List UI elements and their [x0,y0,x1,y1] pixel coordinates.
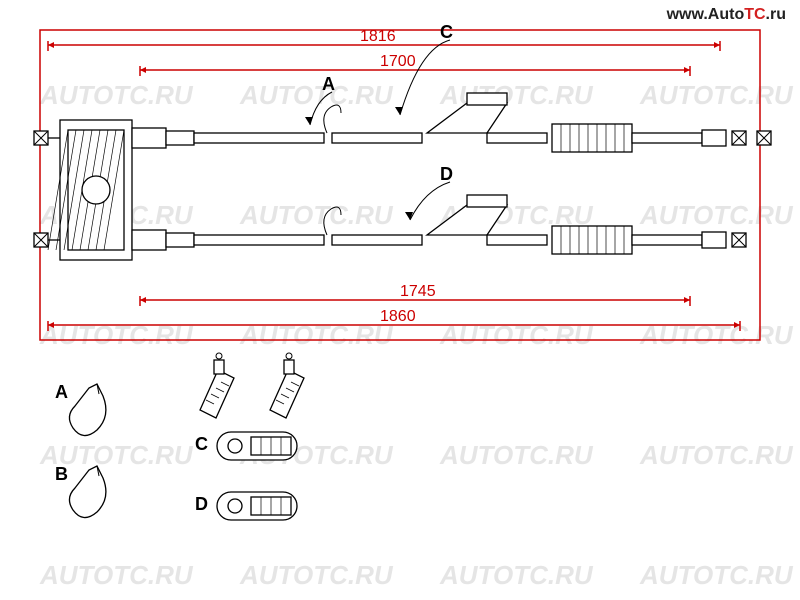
svg-text:1700: 1700 [380,53,416,70]
svg-text:C: C [195,434,208,454]
svg-text:A: A [322,74,335,94]
svg-text:B: B [55,464,68,484]
technical-drawing: 1816 1700 1745 1860 A C D A B C D [0,0,800,600]
svg-text:C: C [440,22,453,42]
svg-text:A: A [55,382,68,402]
svg-text:D: D [440,164,453,184]
svg-text:D: D [195,494,208,514]
svg-text:1816: 1816 [360,28,396,45]
svg-text:1745: 1745 [400,283,436,300]
svg-text:1860: 1860 [380,308,416,325]
